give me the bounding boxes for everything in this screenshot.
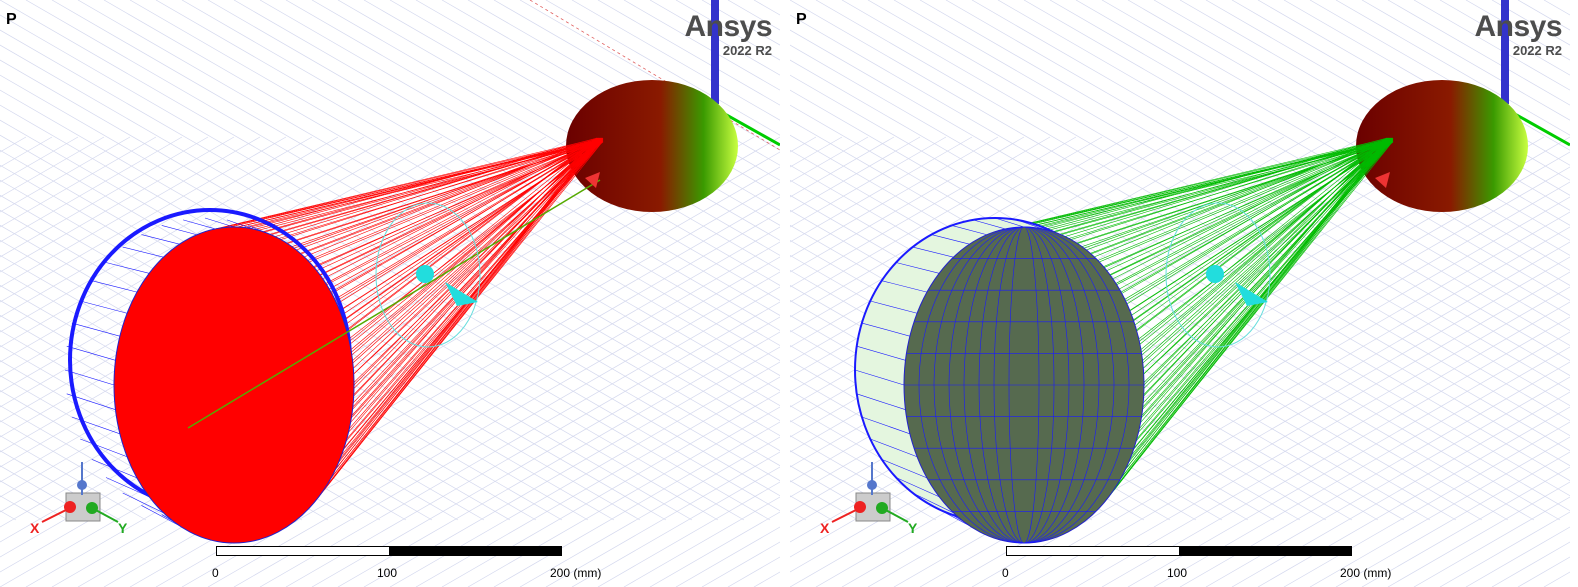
scene-canvas[interactable] — [790, 0, 1570, 587]
axis-line — [187, 179, 601, 429]
triad-x-label: X — [820, 520, 830, 536]
logo-version: 2022 R2 — [722, 43, 772, 58]
scale-start: 0 — [212, 566, 219, 580]
logo-name: Ansys — [684, 10, 772, 43]
scale-bar — [216, 546, 562, 556]
rotation-ring — [1165, 202, 1271, 348]
ansys-logo: Ansys 2022 R2 — [684, 10, 772, 58]
z-axis-pole — [711, 0, 719, 104]
feed-antenna — [1356, 80, 1528, 212]
scale-bar — [1006, 546, 1352, 556]
panel-label: P — [6, 11, 17, 28]
triad-y-label: Y — [118, 520, 128, 536]
rotation-ring — [375, 202, 481, 348]
z-axis-pole — [1501, 0, 1509, 104]
triad-x-label: X — [30, 520, 40, 536]
target-face — [113, 226, 355, 544]
direction-arrow — [1235, 282, 1268, 306]
panel-label: P — [796, 11, 807, 28]
triad-y-label: Y — [908, 520, 918, 536]
axis-triad — [831, 462, 909, 523]
graphics-viewport-right[interactable]: P Ansys 2022 R2 X Y 0 100 200 (mm) — [790, 0, 1570, 587]
axis-triad — [41, 462, 119, 523]
scale-end: 200 (mm) — [1340, 566, 1392, 580]
ansys-logo: Ansys 2022 R2 — [1474, 10, 1562, 58]
scale-middle: 100 — [1167, 566, 1188, 580]
feed-antenna — [566, 80, 738, 212]
handle-sphere — [416, 265, 434, 283]
scale-end: 200 (mm) — [550, 566, 602, 580]
logo-version: 2022 R2 — [1512, 43, 1562, 58]
scene-canvas[interactable] — [0, 0, 780, 587]
graphics-viewport-left[interactable]: P Ansys 2022 R2 X Y 0 100 200 (mm) — [0, 0, 780, 587]
logo-name: Ansys — [1474, 10, 1562, 43]
face-mesh — [904, 226, 1144, 544]
handle-sphere — [1206, 265, 1224, 283]
scale-start: 0 — [1002, 566, 1009, 580]
direction-arrow — [445, 282, 478, 306]
scale-middle: 100 — [377, 566, 398, 580]
